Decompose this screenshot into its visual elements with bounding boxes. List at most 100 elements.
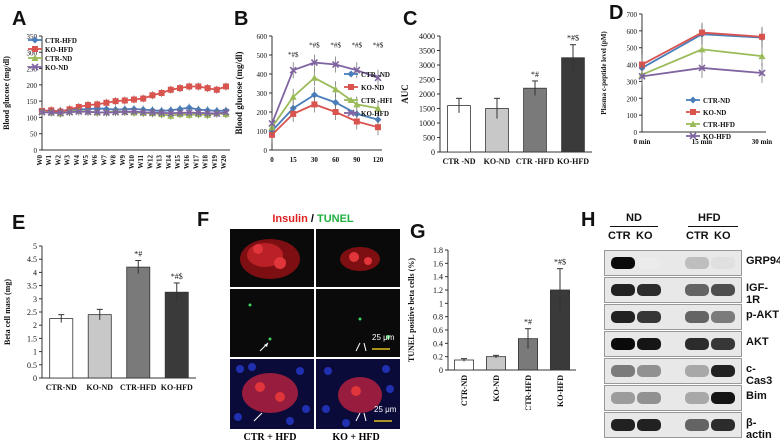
y-tick-label: 1000 (419, 119, 435, 128)
x-tick-label: W19 (211, 155, 219, 170)
blot-band (637, 392, 661, 404)
blot-band (711, 311, 735, 323)
y-tick-label: 0 (439, 366, 443, 375)
y-tick-label: 500 (423, 134, 435, 143)
x-tick-label: W3 (64, 155, 72, 166)
significance-label: *#$ (567, 34, 579, 43)
significance-label: *# (524, 318, 532, 327)
data-point (84, 108, 92, 116)
data-point (93, 108, 101, 116)
x-tick-label: 0 (270, 156, 274, 164)
legend-label: KO-HFD (703, 133, 731, 141)
blot-band (611, 392, 635, 404)
micro-ko-merge: 25 μm (316, 359, 400, 429)
legend-marker (689, 96, 697, 104)
x-tick-label: W0 (36, 155, 44, 166)
micro-ctr-tunel (230, 289, 314, 357)
x-tick-label: W13 (156, 155, 164, 170)
x-tick-label: W14 (165, 155, 173, 170)
y-axis-label: Blood glucose (mg/dl) (234, 51, 244, 134)
data-point (374, 104, 382, 112)
lane-label-1: CTR (608, 230, 631, 242)
blot-band (685, 365, 709, 377)
legend-label: CTR-HFD (45, 37, 77, 45)
y-tick-label: 2000 (419, 90, 435, 99)
data-point (185, 108, 193, 117)
y-tick-label: 1 (439, 299, 443, 308)
group-hfd-line (688, 226, 738, 227)
data-point (213, 109, 221, 118)
blot-row (604, 250, 742, 276)
data-point (332, 99, 340, 106)
blot-band (611, 311, 635, 323)
x-tick-label: 30 min (752, 138, 773, 146)
data-point (353, 100, 361, 108)
y-tick-label: 3 (33, 295, 37, 304)
blot-row (604, 304, 742, 330)
y-tick-label: 0.6 (433, 326, 443, 335)
y-tick-label: 0.8 (433, 313, 443, 322)
significance-label: *# (531, 70, 539, 79)
panel-label-d: D (609, 2, 624, 24)
blot-band (611, 365, 635, 377)
x-tick-label: CTR-ND (460, 375, 469, 406)
data-point (177, 85, 183, 92)
group-nd-label: ND (626, 212, 642, 224)
data-point (139, 108, 147, 116)
y-axis-label: Blood glucose (mg/dl) (2, 56, 11, 130)
data-point (758, 69, 766, 77)
blot-row (604, 385, 742, 411)
y-tick-label: 600 (627, 28, 638, 36)
blot-band (685, 392, 709, 404)
y-tick-label: 100 (257, 128, 268, 136)
legend-marker (31, 36, 39, 44)
y-tick-label: 700 (627, 11, 638, 19)
data-point (194, 109, 202, 117)
blot-band (685, 284, 709, 296)
x-tick-label: W18 (202, 155, 210, 170)
x-tick-label: W2 (54, 155, 62, 166)
data-point (353, 118, 360, 125)
y-tick-label: 2 (33, 321, 37, 330)
series-line-ctr-nd (271, 93, 379, 132)
data-point (311, 101, 318, 108)
series-line-ko-nd (271, 103, 379, 136)
insulin-label: Insulin (272, 213, 308, 225)
y-tick-label: 300 (257, 90, 268, 98)
data-point (103, 99, 110, 106)
data-point (102, 108, 110, 117)
data-point (167, 86, 174, 93)
blot-band (611, 257, 635, 269)
legend-label: CTR-ND (45, 55, 72, 63)
blot-protein-label: c-Cas3 (746, 363, 773, 387)
x-tick-label: W15 (174, 155, 182, 170)
data-point (112, 98, 119, 105)
x-tick-label: CTR -ND (442, 157, 475, 166)
data-point (112, 108, 120, 116)
data-point (289, 66, 297, 74)
blot-band (685, 311, 709, 323)
data-point (213, 86, 220, 93)
micro-ko-insulin (316, 229, 400, 287)
data-point (94, 101, 101, 108)
panel-label-e: E (12, 212, 26, 234)
blot-band (711, 338, 735, 350)
x-tick-label: KO-HFD (557, 157, 589, 166)
series-line-ctr-hfd (271, 76, 379, 128)
scale-bar-label-bottom: 25 μm (374, 405, 397, 414)
legend-marker (347, 96, 355, 103)
data-point (186, 83, 193, 90)
x-tick-label: W6 (91, 155, 99, 166)
microscopy-grid: 25 μm 25 μm (230, 229, 400, 429)
y-tick-label: 100 (27, 114, 38, 122)
blot-band (611, 338, 635, 350)
y-tick-label: 400 (257, 71, 268, 79)
x-tick-label: 90 (353, 156, 361, 164)
micro-ctr-merge (230, 359, 314, 429)
x-tick-label: CTR -HFD (516, 157, 555, 166)
panel-f-title: Insulin / TUNEL (222, 213, 404, 225)
lane-label-2: KO (636, 230, 653, 242)
chart-c-auc: 0 500 1000 1500 2000 2500 3000 3500 4000 CTR -ND K… (400, 32, 592, 166)
y-tick-label: 500 (257, 52, 268, 60)
